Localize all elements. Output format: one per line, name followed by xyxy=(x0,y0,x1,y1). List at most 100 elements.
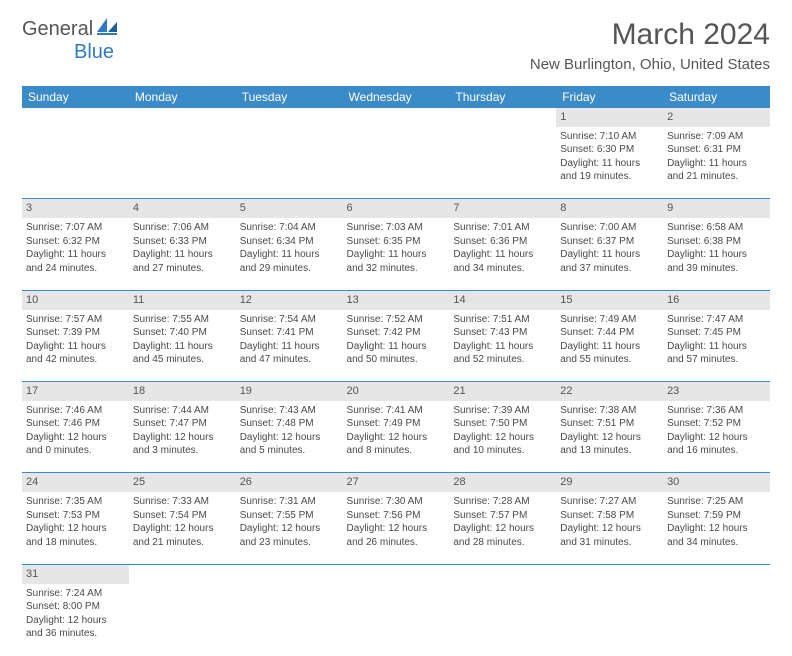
sunset-text: Sunset: 7:52 PM xyxy=(667,417,766,431)
sunset-text: Sunset: 6:35 PM xyxy=(347,235,446,249)
day-number: 14 xyxy=(449,290,556,309)
daylight-text: Daylight: 11 hours and 32 minutes. xyxy=(347,248,446,275)
daylight-text: Daylight: 11 hours and 52 minutes. xyxy=(453,340,552,367)
day-number: 25 xyxy=(129,473,236,492)
day-number xyxy=(449,564,556,583)
daylight-text: Daylight: 12 hours and 36 minutes. xyxy=(26,614,125,641)
sunrise-text: Sunrise: 7:38 AM xyxy=(560,404,659,418)
day-cell: Sunrise: 7:10 AMSunset: 6:30 PMDaylight:… xyxy=(556,127,663,199)
sunset-text: Sunset: 6:30 PM xyxy=(560,143,659,157)
daynum-row: 31 xyxy=(22,564,770,583)
sunrise-text: Sunrise: 7:31 AM xyxy=(240,495,339,509)
daylight-text: Daylight: 12 hours and 21 minutes. xyxy=(133,522,232,549)
sunrise-text: Sunrise: 7:10 AM xyxy=(560,130,659,144)
daylight-text: Daylight: 12 hours and 16 minutes. xyxy=(667,431,766,458)
daylight-text: Daylight: 11 hours and 27 minutes. xyxy=(133,248,232,275)
daynum-row: 17181920212223 xyxy=(22,382,770,401)
day-number: 22 xyxy=(556,382,663,401)
day-cell xyxy=(449,127,556,199)
day-number xyxy=(663,564,770,583)
sunset-text: Sunset: 6:33 PM xyxy=(133,235,232,249)
day-cell xyxy=(236,127,343,199)
sunrise-text: Sunrise: 7:30 AM xyxy=(347,495,446,509)
sunrise-text: Sunrise: 7:36 AM xyxy=(667,404,766,418)
calendar-table: SundayMondayTuesdayWednesdayThursdayFrid… xyxy=(22,86,770,656)
sunrise-text: Sunrise: 7:33 AM xyxy=(133,495,232,509)
sunrise-text: Sunrise: 7:52 AM xyxy=(347,313,446,327)
daylight-text: Daylight: 11 hours and 50 minutes. xyxy=(347,340,446,367)
sunrise-text: Sunrise: 7:03 AM xyxy=(347,221,446,235)
day-number xyxy=(129,108,236,127)
day-cell: Sunrise: 7:52 AMSunset: 7:42 PMDaylight:… xyxy=(343,310,450,382)
day-number: 12 xyxy=(236,290,343,309)
day-number: 10 xyxy=(22,290,129,309)
day-cell: Sunrise: 7:01 AMSunset: 6:36 PMDaylight:… xyxy=(449,218,556,290)
day-cell xyxy=(449,584,556,656)
day-number: 6 xyxy=(343,199,450,218)
sunrise-text: Sunrise: 7:47 AM xyxy=(667,313,766,327)
logo: General xyxy=(22,18,121,41)
day-cell: Sunrise: 7:33 AMSunset: 7:54 PMDaylight:… xyxy=(129,492,236,564)
sunrise-text: Sunrise: 6:58 AM xyxy=(667,221,766,235)
content-row: Sunrise: 7:24 AMSunset: 8:00 PMDaylight:… xyxy=(22,584,770,656)
day-number: 16 xyxy=(663,290,770,309)
weekday-header: Friday xyxy=(556,86,663,108)
day-number: 19 xyxy=(236,382,343,401)
sunrise-text: Sunrise: 7:28 AM xyxy=(453,495,552,509)
day-number: 8 xyxy=(556,199,663,218)
sunrise-text: Sunrise: 7:43 AM xyxy=(240,404,339,418)
daylight-text: Daylight: 11 hours and 19 minutes. xyxy=(560,157,659,184)
sunset-text: Sunset: 6:34 PM xyxy=(240,235,339,249)
content-row: Sunrise: 7:35 AMSunset: 7:53 PMDaylight:… xyxy=(22,492,770,564)
daylight-text: Daylight: 11 hours and 57 minutes. xyxy=(667,340,766,367)
daylight-text: Daylight: 11 hours and 34 minutes. xyxy=(453,248,552,275)
day-number: 29 xyxy=(556,473,663,492)
day-cell: Sunrise: 7:35 AMSunset: 7:53 PMDaylight:… xyxy=(22,492,129,564)
sunset-text: Sunset: 7:45 PM xyxy=(667,326,766,340)
title-block: March 2024 New Burlington, Ohio, United … xyxy=(530,18,770,73)
day-number: 18 xyxy=(129,382,236,401)
day-cell: Sunrise: 7:27 AMSunset: 7:58 PMDaylight:… xyxy=(556,492,663,564)
weekday-header: Thursday xyxy=(449,86,556,108)
sunset-text: Sunset: 7:56 PM xyxy=(347,509,446,523)
daylight-text: Daylight: 12 hours and 28 minutes. xyxy=(453,522,552,549)
sunrise-text: Sunrise: 7:27 AM xyxy=(560,495,659,509)
day-number: 30 xyxy=(663,473,770,492)
daylight-text: Daylight: 11 hours and 55 minutes. xyxy=(560,340,659,367)
sunset-text: Sunset: 7:59 PM xyxy=(667,509,766,523)
day-number xyxy=(22,108,129,127)
daylight-text: Daylight: 12 hours and 10 minutes. xyxy=(453,431,552,458)
day-cell: Sunrise: 7:44 AMSunset: 7:47 PMDaylight:… xyxy=(129,401,236,473)
sunset-text: Sunset: 6:38 PM xyxy=(667,235,766,249)
sunset-text: Sunset: 7:58 PM xyxy=(560,509,659,523)
day-number: 26 xyxy=(236,473,343,492)
weekday-header: Wednesday xyxy=(343,86,450,108)
content-row: Sunrise: 7:07 AMSunset: 6:32 PMDaylight:… xyxy=(22,218,770,290)
day-cell xyxy=(129,584,236,656)
day-number: 4 xyxy=(129,199,236,218)
day-cell: Sunrise: 7:06 AMSunset: 6:33 PMDaylight:… xyxy=(129,218,236,290)
sunrise-text: Sunrise: 7:44 AM xyxy=(133,404,232,418)
day-number: 11 xyxy=(129,290,236,309)
daylight-text: Daylight: 11 hours and 37 minutes. xyxy=(560,248,659,275)
sunrise-text: Sunrise: 7:04 AM xyxy=(240,221,339,235)
sunrise-text: Sunrise: 7:01 AM xyxy=(453,221,552,235)
content-row: Sunrise: 7:10 AMSunset: 6:30 PMDaylight:… xyxy=(22,127,770,199)
logo-sail-icon xyxy=(97,18,119,41)
day-number xyxy=(236,564,343,583)
day-number: 3 xyxy=(22,199,129,218)
calendar-body: 12Sunrise: 7:10 AMSunset: 6:30 PMDayligh… xyxy=(22,108,770,656)
day-number xyxy=(556,564,663,583)
day-cell: Sunrise: 7:25 AMSunset: 7:59 PMDaylight:… xyxy=(663,492,770,564)
sunrise-text: Sunrise: 7:09 AM xyxy=(667,130,766,144)
day-number xyxy=(343,564,450,583)
sunset-text: Sunset: 7:51 PM xyxy=(560,417,659,431)
day-number: 5 xyxy=(236,199,343,218)
day-cell: Sunrise: 7:43 AMSunset: 7:48 PMDaylight:… xyxy=(236,401,343,473)
day-cell: Sunrise: 7:31 AMSunset: 7:55 PMDaylight:… xyxy=(236,492,343,564)
daynum-row: 24252627282930 xyxy=(22,473,770,492)
page-title: March 2024 xyxy=(530,18,770,52)
day-number xyxy=(129,564,236,583)
day-number: 31 xyxy=(22,564,129,583)
day-number: 21 xyxy=(449,382,556,401)
